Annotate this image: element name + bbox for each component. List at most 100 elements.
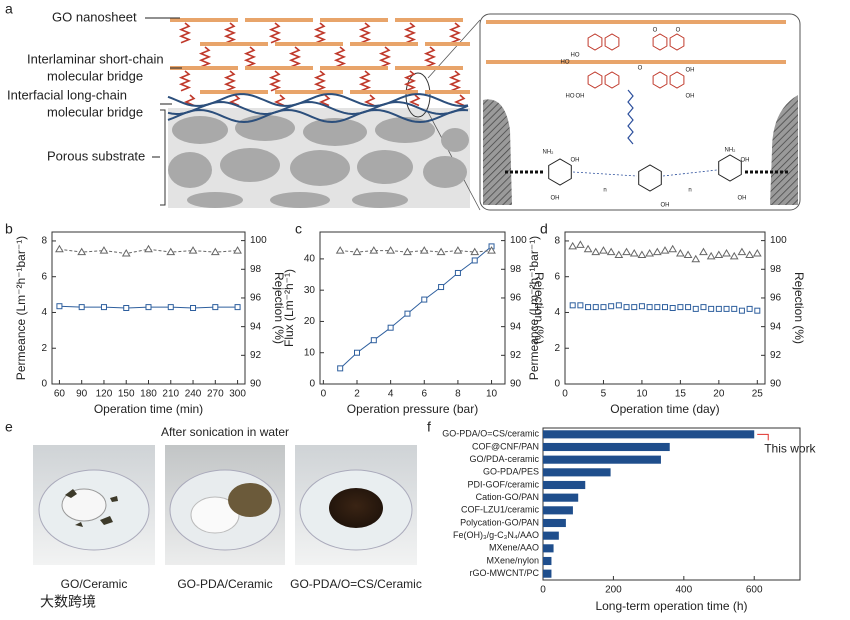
marker [454, 269, 461, 276]
marker [387, 324, 394, 331]
short-bridge [403, 22, 417, 44]
y-tick-label: 6 [554, 271, 560, 282]
y2-tick-label: 94 [770, 321, 782, 332]
chem-label: OH [738, 196, 747, 202]
x-tick-label: 25 [752, 389, 764, 400]
pore-grain [172, 116, 228, 144]
photos [33, 445, 417, 565]
marker [722, 249, 731, 257]
pore-grain [220, 148, 280, 182]
bar [543, 556, 552, 566]
go-sheet [275, 90, 343, 94]
y-tick-label: PDI-GOF/ceramic [467, 479, 539, 489]
bar [543, 430, 755, 439]
y-tick-label: GO-PDA/PES [483, 467, 539, 477]
photo-title: After sonication in water [161, 425, 289, 439]
x-axis-label: Operation pressure (bar) [347, 402, 478, 416]
marker [677, 304, 684, 311]
y2-tick-label: 92 [770, 350, 782, 361]
marker [210, 247, 220, 256]
y2-tick-label: 92 [250, 350, 262, 361]
chem-label: O [676, 28, 681, 34]
marker [683, 250, 693, 258]
y-tick-label: 8 [41, 236, 47, 247]
short-bridge [178, 70, 192, 92]
ring [587, 33, 603, 51]
marker [631, 304, 638, 311]
x-tick-label: 150 [118, 389, 135, 400]
marker [369, 246, 379, 254]
schematic-label: Interfacial long-chain [7, 87, 127, 102]
marker [569, 302, 576, 309]
marker [692, 305, 699, 312]
chem-label: OH [571, 158, 580, 164]
short-bridge [313, 70, 327, 92]
pore-grain [290, 150, 350, 186]
x-tick-label: 10 [486, 389, 498, 400]
panel-label: a [5, 1, 13, 17]
short-bridge [178, 22, 192, 44]
y-tick-label: GO-PDA/O=CS/ceramic [442, 429, 539, 439]
disc [329, 488, 383, 528]
marker [745, 250, 754, 258]
marker [233, 246, 242, 254]
y-tick-label: MXene/nylon [486, 555, 539, 565]
y-tick-label: GO/PDA-ceramic [469, 454, 539, 464]
y2-tick-label: 98 [770, 264, 782, 275]
y2-tick-label: 94 [250, 321, 262, 332]
x-tick-label: 180 [140, 389, 157, 400]
marker [370, 337, 377, 344]
short-bridge [333, 46, 347, 68]
x-tick-label: 10 [636, 389, 648, 400]
marker [453, 246, 463, 254]
marker [577, 302, 584, 309]
y-tick-label: COF@CNF/PAN [472, 441, 539, 451]
bar [543, 493, 579, 502]
marker [708, 305, 715, 312]
chem-label: OH [741, 158, 750, 164]
marker [685, 304, 692, 311]
marker [487, 246, 496, 254]
disc [190, 496, 240, 534]
bar [543, 468, 611, 477]
marker [404, 310, 411, 317]
schematic-label: Porous substrate [47, 148, 145, 163]
marker [623, 304, 630, 311]
short-bridge [448, 22, 462, 44]
short-bridge [184, 94, 196, 107]
y2-tick-label: 100 [250, 235, 267, 246]
marker [77, 247, 87, 256]
marker [337, 365, 344, 372]
go-sheet [486, 60, 786, 64]
y2-axis-label: Rejection (%) [792, 272, 806, 344]
bar [543, 455, 661, 464]
short-bridge [223, 70, 237, 92]
marker [568, 241, 578, 250]
marker [419, 246, 429, 254]
chem-label: OH [686, 68, 695, 74]
marker [652, 247, 662, 256]
schematic-label: molecular bridge [47, 68, 143, 83]
y2-tick-label: 90 [250, 379, 262, 390]
marker [167, 304, 174, 311]
marker [637, 250, 647, 258]
marker [585, 304, 592, 311]
y-tick-label: 0 [554, 379, 560, 390]
y-tick-label: 8 [554, 236, 560, 247]
marker [608, 303, 615, 310]
ring [587, 71, 603, 89]
marker [583, 244, 593, 253]
x-tick-label: 270 [207, 389, 224, 400]
marker [145, 304, 152, 311]
marker [706, 251, 716, 260]
y2-tick-label: 96 [250, 293, 262, 304]
annotation: This work [764, 442, 816, 456]
marker [754, 307, 761, 314]
marker [738, 307, 745, 314]
marker [470, 247, 480, 256]
panel-label: f [427, 419, 431, 435]
short-bridge [409, 94, 421, 107]
x-tick-label: 0 [321, 389, 327, 400]
x-tick-label: 240 [185, 389, 202, 400]
